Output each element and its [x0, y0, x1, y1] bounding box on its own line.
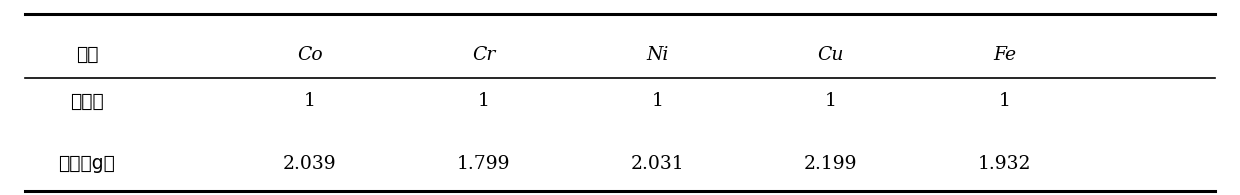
Text: 2.039: 2.039 [283, 155, 337, 173]
Text: 质量（g）: 质量（g） [58, 154, 115, 173]
Text: Co: Co [298, 46, 322, 64]
Text: Cu: Cu [817, 46, 844, 64]
Text: Ni: Ni [646, 46, 668, 64]
Text: 摩尔比: 摩尔比 [69, 92, 104, 111]
Text: 1: 1 [651, 92, 663, 110]
Text: 2.199: 2.199 [804, 155, 858, 173]
Text: 1: 1 [825, 92, 837, 110]
Text: 1.799: 1.799 [456, 155, 511, 173]
Text: 1: 1 [477, 92, 490, 110]
Text: 1.932: 1.932 [977, 155, 1032, 173]
Text: Cr: Cr [472, 46, 495, 64]
Text: 1: 1 [304, 92, 316, 110]
Text: Fe: Fe [993, 46, 1016, 64]
Text: 组成: 组成 [76, 45, 98, 64]
Text: 2.031: 2.031 [630, 155, 684, 173]
Text: 1: 1 [998, 92, 1011, 110]
